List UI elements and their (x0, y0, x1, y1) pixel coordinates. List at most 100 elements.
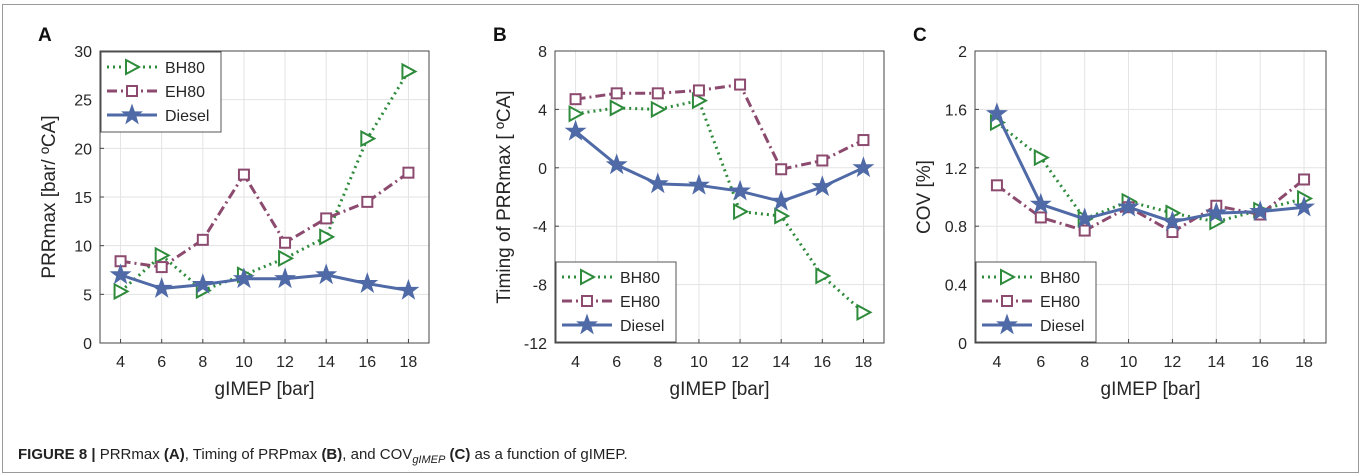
x-tick-label: 4 (116, 354, 125, 371)
data-point-diesel (150, 276, 173, 298)
data-point-eh80 (361, 195, 374, 208)
x-tick-label: 10 (235, 354, 253, 371)
x-tick-label: 6 (612, 354, 621, 371)
data-point-eh80 (1034, 211, 1047, 224)
data-point-bh80 (815, 267, 832, 285)
caption-label-b: (B) (321, 446, 343, 463)
panel-label: B (493, 25, 507, 46)
caption-text-2: , Timing of PRPmax (184, 446, 322, 463)
x-tick-label: 14 (772, 354, 790, 371)
x-tick-label: 6 (1036, 354, 1045, 371)
legend-marker-bh80 (580, 268, 597, 286)
y-tick-label: 5 (83, 287, 92, 304)
x-tick-label: 18 (400, 354, 418, 371)
series-line-bh80 (119, 70, 410, 293)
caption-label-a: (A) (163, 446, 185, 463)
data-point-diesel (397, 278, 420, 300)
x-tick-label: 8 (653, 354, 662, 371)
data-point-diesel (1073, 207, 1096, 229)
x-tick-label: 18 (855, 354, 873, 371)
data-point-eh80 (196, 233, 209, 246)
y-tick-label: 4 (538, 102, 547, 119)
data-point-bh80 (568, 105, 585, 123)
data-point-diesel (356, 272, 379, 293)
data-point-bh80 (319, 228, 336, 246)
x-axis-label: gIMEP [bar] (1101, 379, 1201, 400)
data-point-bh80 (650, 100, 667, 119)
data-point-eh80 (402, 166, 415, 179)
data-point-diesel (605, 153, 628, 175)
data-point-diesel (315, 263, 338, 285)
x-tick-label: 16 (1251, 354, 1269, 371)
data-point-diesel (1249, 200, 1272, 221)
y-tick-label: 1.6 (945, 102, 967, 119)
data-point-diesel (1205, 201, 1228, 223)
panel-label: A (38, 25, 52, 46)
data-point-bh80 (360, 129, 377, 148)
caption-subscript: gIMEP (412, 454, 446, 466)
legend-entry: Diesel (165, 108, 209, 125)
legend-marker-diesel (996, 313, 1018, 335)
chart-panel-C: 4 6 8 10 12 14 16 18 0 0.4 0.8 1.2 1.6 2 gIMEP [bar] CO… (913, 25, 1327, 400)
legend-entry: EH80 (620, 294, 660, 311)
y-tick-label: -4 (533, 219, 547, 236)
y-tick-label: 0 (958, 336, 967, 353)
data-point-bh80 (774, 207, 791, 225)
caption-text-1: PRRmax (95, 446, 164, 463)
data-point-diesel (1293, 195, 1316, 217)
x-tick-label: 18 (1295, 354, 1313, 371)
x-tick-label: 12 (1164, 354, 1182, 371)
y-tick-label: 30 (74, 44, 92, 61)
legend-marker-eh80 (126, 85, 138, 97)
y-tick-label: -8 (533, 278, 547, 295)
y-tick-label: 20 (74, 141, 92, 158)
data-point-diesel (232, 267, 255, 289)
x-axis-label: gIMEP [bar] (215, 379, 315, 400)
x-tick-label: 16 (813, 354, 831, 371)
legend-entry: BH80 (620, 270, 660, 287)
y-tick-label: 1.2 (945, 161, 967, 178)
data-point-eh80 (155, 261, 168, 274)
x-axis-label: gIMEP [bar] (670, 379, 770, 400)
data-point-eh80 (1166, 226, 1179, 239)
data-point-bh80 (278, 249, 295, 267)
data-point-diesel (985, 102, 1008, 124)
series-line-eh80 (120, 171, 410, 269)
legend-entry: Diesel (1040, 318, 1084, 335)
legend-marker-bh80 (125, 58, 142, 76)
x-tick-label: 10 (1120, 354, 1138, 371)
data-point-eh80 (734, 78, 747, 91)
legend-marker-eh80 (1001, 295, 1013, 307)
x-tick-label: 14 (317, 354, 335, 371)
legend-entry: BH80 (1040, 270, 1080, 287)
y-tick-label: 10 (74, 239, 92, 256)
data-point-bh80 (1033, 148, 1050, 167)
y-tick-label: 0 (83, 336, 92, 353)
y-axis-label: COV [%] (914, 160, 935, 234)
data-point-eh80 (1298, 173, 1311, 186)
legend: BH80 EH80 Diesel (100, 51, 222, 133)
legend-entry: Diesel (620, 318, 664, 335)
legend-marker-diesel (576, 313, 598, 335)
caption-text-3: , and COV (342, 446, 413, 463)
caption-prefix: FIGURE 8 | (18, 446, 96, 463)
y-tick-label: 15 (74, 190, 92, 207)
data-point-eh80 (320, 212, 333, 225)
data-point-eh80 (651, 87, 664, 100)
y-tick-label: 0.4 (945, 278, 967, 295)
data-point-eh80 (775, 163, 788, 176)
data-point-diesel (770, 189, 793, 211)
data-point-eh80 (610, 87, 623, 100)
data-point-diesel (274, 267, 297, 289)
x-tick-label: 6 (157, 354, 166, 371)
y-tick-label: 8 (538, 44, 547, 61)
data-point-diesel (646, 172, 669, 194)
data-point-diesel (1161, 210, 1184, 232)
x-tick-label: 12 (276, 354, 294, 371)
data-point-diesel (564, 119, 587, 141)
y-axis-label: Timing of PRRmax [ ºCA] (494, 90, 515, 303)
data-point-bh80 (154, 246, 171, 265)
chart-panel-A: 4 6 8 10 12 14 16 18 0 5 10 15 20 25 30 gIMEP [bar] PRRm… (38, 25, 430, 400)
data-point-bh80 (691, 91, 709, 110)
series-line-eh80 (575, 83, 865, 171)
